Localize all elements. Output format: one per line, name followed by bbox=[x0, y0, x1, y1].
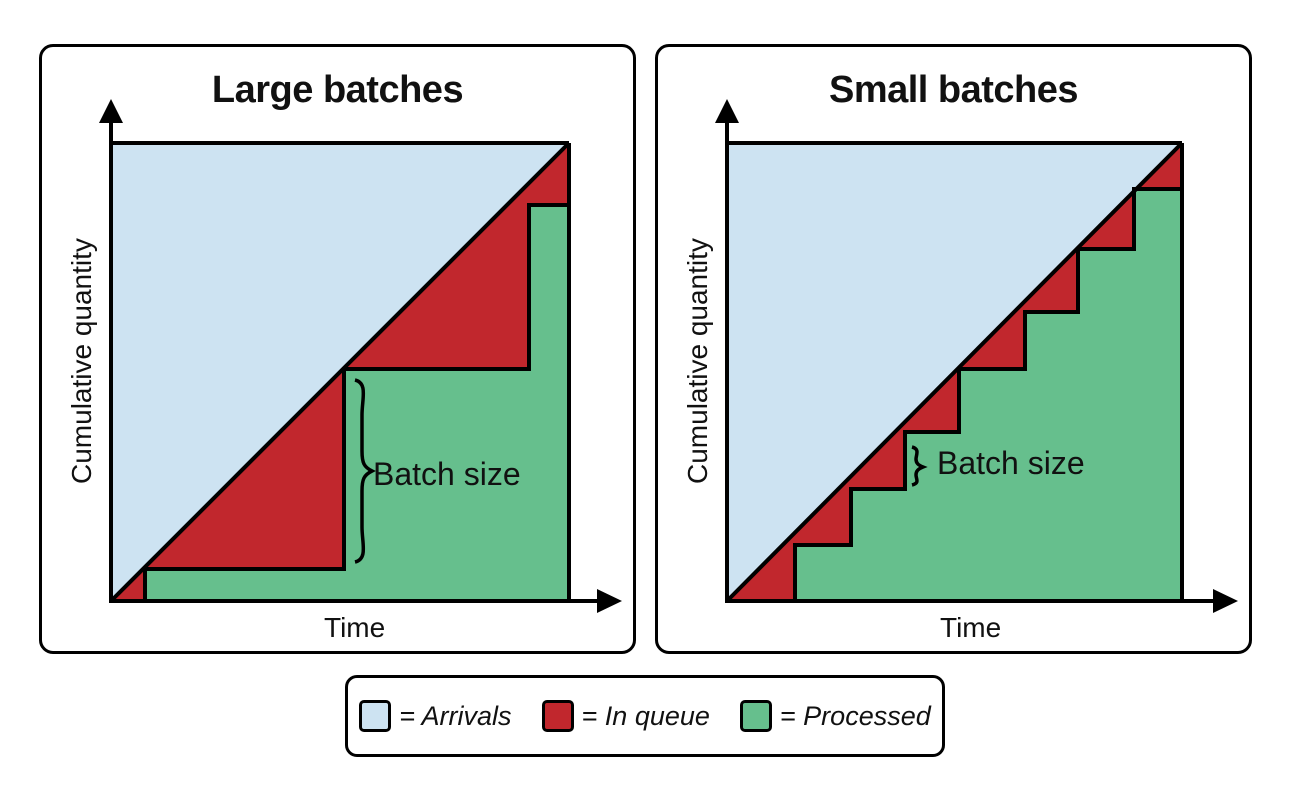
legend-label: = In queue bbox=[581, 700, 710, 731]
panel-title: Large batches bbox=[211, 69, 464, 111]
batch-size-label: Batch size bbox=[373, 456, 521, 492]
batch-size-label: Batch size bbox=[937, 445, 1085, 481]
legend-item-arrivals: = Arrivals bbox=[359, 700, 512, 732]
arrivals-swatch bbox=[359, 700, 392, 732]
y-axis-label: Cumulative quantity bbox=[682, 238, 713, 484]
legend-item-in-queue: = In queue bbox=[541, 700, 710, 732]
batch-size-brace bbox=[354, 378, 376, 564]
batch-size-brace bbox=[911, 445, 928, 487]
x-axis-label: Time bbox=[940, 612, 1002, 643]
legend-item-processed: = Processed bbox=[739, 700, 931, 732]
x-axis-arrow bbox=[1213, 589, 1238, 613]
small-batches-panel: Small batches Cumulative quantity Time B… bbox=[655, 44, 1252, 654]
in-queue-swatch bbox=[541, 700, 574, 732]
x-axis-arrow bbox=[597, 589, 622, 613]
panel-title: Small batches bbox=[828, 69, 1079, 111]
processed-area bbox=[145, 205, 569, 601]
processed-area bbox=[795, 189, 1182, 601]
legend-label: = Processed bbox=[779, 700, 931, 731]
cumulative-arrivals-line bbox=[109, 141, 571, 603]
y-axis-arrow bbox=[99, 99, 123, 123]
large-batches-panel: Large batches Cumulative quantity Time B… bbox=[39, 44, 636, 654]
large-batches-plot bbox=[99, 99, 622, 613]
x-axis-label: Time bbox=[324, 612, 386, 643]
y-axis-label: Cumulative quantity bbox=[66, 238, 97, 484]
y-axis-arrow bbox=[715, 99, 739, 123]
cumulative-arrivals-line bbox=[725, 141, 1184, 603]
legend: = Arrivals = In queue = Processed bbox=[345, 675, 945, 757]
small-batches-plot bbox=[715, 99, 1238, 613]
processed-swatch bbox=[739, 700, 772, 732]
legend-label: = Arrivals bbox=[399, 700, 512, 731]
